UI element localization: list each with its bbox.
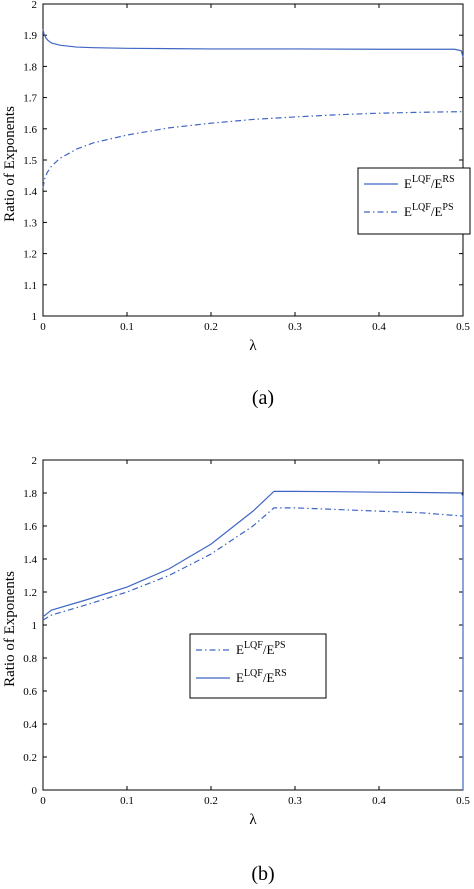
x-tick-label: 0.4 <box>372 795 386 807</box>
y-axis-label: Ratio of Exponents <box>2 106 18 222</box>
y-axis-label: Ratio of Exponents <box>2 571 18 687</box>
y-tick-label: 1.6 <box>23 521 37 533</box>
legend-entry-main: E <box>236 670 244 685</box>
y-tick-label: 1.4 <box>23 554 37 566</box>
legend-entry-main: E <box>404 176 412 191</box>
series-line-ps <box>42 507 464 621</box>
y-tick-label: 1.8 <box>23 61 37 73</box>
x-tick-label: 0.4 <box>372 321 386 333</box>
plot-area <box>42 459 464 791</box>
y-tick-label: 0.2 <box>23 752 37 764</box>
legend-entry-main: E <box>236 642 244 657</box>
y-tick-label: 2 <box>32 455 38 467</box>
legend-entry-superscript: LQF <box>244 668 263 679</box>
x-tick-label: 0.2 <box>204 795 218 807</box>
legend-entry-main: E <box>404 204 412 219</box>
legend-entry-superscript: RS <box>442 174 454 185</box>
y-tick-label: 1.4 <box>23 186 37 198</box>
legend-box <box>357 167 471 235</box>
x-axis-label: λ <box>249 338 257 354</box>
x-tick-label: 0.1 <box>120 321 134 333</box>
y-tick-label: 1 <box>32 311 38 323</box>
x-axis-label: λ <box>249 812 257 828</box>
legend-entry: ELQF/ERS <box>404 174 455 191</box>
panel-caption: (a) <box>252 387 274 409</box>
x-tick-label: 0.1 <box>120 795 134 807</box>
legend-entry-superscript: LQF <box>412 174 431 185</box>
legend-entry: ELQF/EPS <box>236 640 286 657</box>
y-tick-label: 1.7 <box>23 93 37 105</box>
y-tick-label: 1.2 <box>23 249 37 261</box>
legend-entry-mid: /E <box>263 642 275 657</box>
x-tick-label: 0.5 <box>456 795 470 807</box>
x-tick-label: 0.3 <box>288 795 302 807</box>
panel-caption: (b) <box>251 863 274 885</box>
y-tick-label: 2 <box>32 0 38 11</box>
legend-entry-mid: /E <box>263 670 275 685</box>
y-tick-label: 0.4 <box>23 719 37 731</box>
legend-entry-mid: /E <box>431 204 443 219</box>
y-tick-label: 1.3 <box>23 217 37 229</box>
legend-entry: ELQF/EPS <box>404 202 454 219</box>
x-tick-label: 0 <box>40 795 46 807</box>
legend-entry-superscript: RS <box>274 668 286 679</box>
chart-panel-b: 0 0.1 0.2 0.3 0.4 0.5 0 0.2 0.4 0.6 0.8 1 1.2 1.4 1.6 1… <box>2 455 470 885</box>
plot-area <box>42 3 464 317</box>
x-tick-label: 0 <box>40 321 46 333</box>
legend-entry: ELQF/ERS <box>236 668 287 685</box>
y-tick-label: 1.5 <box>23 155 37 167</box>
series-line-ps <box>42 111 464 189</box>
y-tick-label: 1.8 <box>23 488 37 500</box>
y-tick-label: 1 <box>32 620 38 632</box>
series-line-rs <box>42 28 464 58</box>
y-tick-label: 1.6 <box>23 124 37 136</box>
x-tick-label: 0.5 <box>456 321 470 333</box>
legend-box <box>189 633 327 699</box>
y-tick-label: 0 <box>32 785 38 797</box>
series-line-rs <box>42 490 464 790</box>
legend-entry-superscript: PS <box>442 202 453 213</box>
x-tick-label: 0.3 <box>288 321 302 333</box>
y-tick-label: 1.2 <box>23 587 37 599</box>
y-tick-label: 1.1 <box>23 280 37 292</box>
y-tick-label: 0.6 <box>23 686 37 698</box>
chart-panel-a: 0 0.1 0.2 0.3 0.4 0.5 1 1.1 1.2 1.3 1.4 1.5 1.6 1.7 1.… <box>2 0 471 409</box>
x-tick-label: 0.2 <box>204 321 218 333</box>
legend-entry-superscript: PS <box>274 640 285 651</box>
y-tick-label: 0.8 <box>23 653 37 665</box>
y-tick-label: 1.9 <box>23 30 37 42</box>
legend-entry-superscript: LQF <box>412 202 431 213</box>
legend-entry-superscript: LQF <box>244 640 263 651</box>
legend-entry-mid: /E <box>431 176 443 191</box>
